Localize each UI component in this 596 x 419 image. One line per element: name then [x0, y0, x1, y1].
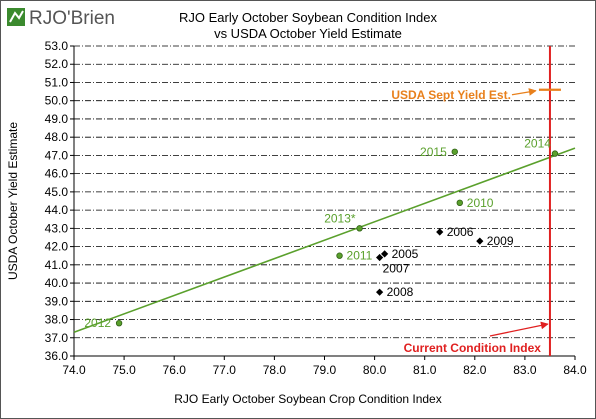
y-tick-label: 52.0 — [45, 57, 69, 71]
data-point-label: 2011 — [347, 249, 373, 263]
y-tick-label: 41.0 — [45, 258, 69, 272]
y-tick-label: 49.0 — [45, 112, 69, 126]
data-points: 2005 2006 2007 2008 2009 2010 2011 2012 2013* 201… — [84, 137, 559, 330]
data-point — [115, 319, 123, 327]
data-point — [476, 237, 484, 245]
y-tick-label: 42.0 — [45, 240, 69, 254]
y-tick-label: 39.0 — [45, 294, 69, 308]
usda-sept-yield-arrow — [511, 88, 537, 96]
trendline-group — [73, 147, 576, 334]
data-point — [376, 253, 384, 262]
usda-sept-yield-label: USDA Sept Yield Est. — [391, 88, 511, 102]
data-point — [456, 199, 463, 207]
x-tick-label: 80.0 — [363, 363, 387, 377]
x-axis-label: RJO Early October Soybean Crop Condition… — [174, 392, 441, 406]
y-tick-label: 37.0 — [45, 331, 69, 345]
data-point-label: 2006 — [447, 225, 474, 239]
data-point-label: 2014 — [524, 137, 551, 151]
x-tick-label: 79.0 — [313, 363, 337, 377]
y-tick-label: 51.0 — [45, 75, 69, 89]
logo-mark — [7, 8, 25, 26]
y-tick-label: 50.0 — [45, 94, 69, 108]
y-tick-label: 40.0 — [45, 276, 69, 290]
logo-text: RJO'Brien — [29, 8, 115, 29]
data-point — [376, 288, 384, 296]
y-tick-label: 36.0 — [45, 349, 69, 363]
data-point-label: 2008 — [387, 285, 414, 299]
plot-area — [74, 46, 575, 356]
data-point — [336, 252, 343, 259]
y-tick-label: 47.0 — [45, 148, 69, 162]
data-point-label: 2015 — [420, 145, 447, 159]
data-point-label: 2012 — [84, 316, 111, 330]
gridlines — [74, 45, 575, 339]
data-point-label: 2009 — [487, 234, 514, 248]
data-point — [356, 225, 363, 232]
logo: RJO'Brien — [7, 8, 115, 29]
current-condition-arrow — [489, 321, 549, 337]
x-tick-label: 82.0 — [463, 363, 487, 377]
x-tick-label: 84.0 — [563, 363, 587, 377]
data-point-label: 2013* — [324, 211, 356, 225]
x-axis-ticks: 74.0 75.0 76.0 77.0 78.0 79.0 80.0 81.0 82.0 83.0… — [62, 356, 587, 377]
y-axis-label: USDA October Yield Estimate — [6, 122, 20, 280]
data-point-label: 2010 — [467, 196, 494, 210]
x-tick-label: 83.0 — [513, 363, 537, 377]
x-tick-label: 78.0 — [263, 363, 287, 377]
trendline — [73, 147, 576, 334]
x-tick-label: 74.0 — [62, 363, 86, 377]
x-tick-label: 76.0 — [163, 363, 187, 377]
y-tick-label: 46.0 — [45, 167, 69, 181]
data-point-label: 2007 — [383, 262, 410, 276]
current-condition-label: Current Condition Index — [404, 341, 542, 355]
data-point-label: 2005 — [392, 247, 419, 261]
data-point — [551, 150, 559, 157]
y-tick-label: 48.0 — [45, 130, 69, 144]
y-tick-label: 45.0 — [45, 185, 69, 199]
x-tick-label: 77.0 — [213, 363, 237, 377]
data-point — [436, 228, 444, 236]
x-tick-label: 81.0 — [413, 363, 437, 377]
usda-sept-yield-group: USDA Sept Yield Est. — [391, 88, 561, 102]
y-axis-ticks: 36.0 37.0 38.0 39.0 40.0 41.0 42.0 43.0 44.0 45.0… — [45, 39, 74, 363]
y-tick-label: 43.0 — [45, 221, 69, 235]
current-condition-group: Current Condition Index — [404, 46, 551, 356]
y-tick-label: 38.0 — [45, 313, 69, 327]
chart-subtitle: vs USDA October Yield Estimate — [214, 26, 402, 41]
y-tick-label: 44.0 — [45, 203, 69, 217]
chart-title: RJO Early October Soybean Condition Inde… — [179, 10, 437, 25]
x-tick-label: 75.0 — [112, 363, 136, 377]
data-point — [381, 250, 389, 258]
data-point — [451, 148, 458, 155]
y-tick-label: 53.0 — [45, 39, 69, 53]
